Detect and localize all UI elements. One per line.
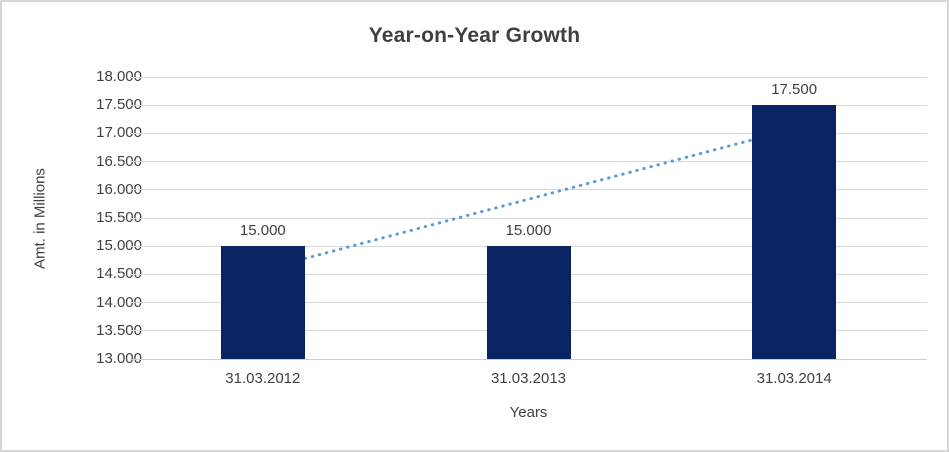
- x-tick-label: 31.03.2014: [756, 370, 832, 387]
- y-tick-label: 16.000: [96, 180, 142, 198]
- gridline: [130, 161, 927, 163]
- data-label: 17.500: [771, 81, 818, 99]
- gridline: [130, 76, 927, 78]
- x-tick-label: 31.03.2013: [490, 370, 567, 387]
- gridline: [130, 358, 927, 360]
- y-tick-label: 18.000: [96, 68, 142, 85]
- y-tick-label: 13.500: [96, 321, 142, 339]
- x-tick-label: 31.03.2012: [225, 370, 301, 387]
- plot-area: 15.000 15.000 17.500: [130, 76, 927, 360]
- y-tick-label: 14.000: [96, 293, 142, 311]
- y-tick-label: 17.500: [96, 96, 142, 114]
- gridline: [130, 245, 927, 247]
- chart-title: Year-on-Year Growth: [368, 24, 581, 47]
- x-axis-title: Years: [509, 404, 548, 421]
- gridline: [130, 189, 927, 191]
- y-tick-label: 17.000: [96, 124, 142, 142]
- bar-31.03.2014: [752, 105, 837, 359]
- gridline: [130, 104, 927, 106]
- bar-31.03.2013: [486, 246, 571, 359]
- y-tick-label: 14.500: [96, 265, 142, 283]
- gridline: [130, 217, 927, 219]
- gridline: [130, 132, 927, 134]
- bar-31.03.2012: [220, 246, 305, 359]
- y-tick-label: 16.500: [96, 152, 142, 170]
- data-label: 15.000: [505, 222, 552, 240]
- y-tick-label: 15.500: [96, 209, 142, 226]
- y-tick-label: 13.000: [96, 350, 142, 367]
- data-label: 15.000: [239, 222, 286, 240]
- y-tick-label: 15.000: [96, 237, 142, 255]
